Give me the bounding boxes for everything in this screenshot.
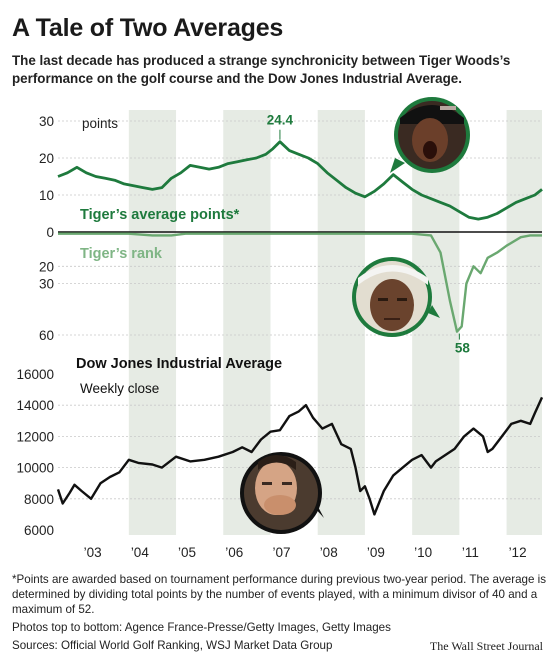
points-panel: points 30 20 10 0 Tiger’s average points* 2… (39, 113, 543, 240)
x-tick-label: ’11 (462, 545, 479, 560)
x-tick-label: ’06 (225, 545, 243, 560)
points-y-ticks: 30 20 10 0 (39, 114, 54, 240)
rank-peak-label: 58 (455, 341, 471, 356)
points-y-tick: 30 (39, 114, 54, 129)
dow-y-tick: 14000 (16, 398, 54, 413)
worried-trader-photo-icon (240, 452, 324, 534)
x-tick-label: ’10 (414, 545, 432, 560)
publisher-brand: The Wall Street Journal (429, 639, 543, 653)
points-y-tick: 0 (46, 225, 54, 240)
dow-y-tick: 10000 (16, 461, 54, 476)
dow-series-line (56, 396, 544, 516)
year-band-2012 (506, 110, 542, 535)
year-band-2008 (317, 110, 365, 535)
dow-y-tick: 6000 (24, 523, 54, 538)
x-tick-label: ’05 (178, 545, 196, 560)
page-title: A Tale of Two Averages (12, 14, 284, 42)
points-peak-label: 24.4 (267, 113, 294, 128)
tiger-woods-shouting-photo-icon (390, 97, 470, 173)
combined-chart: points 30 20 10 0 Tiger’s average points* 2… (16, 97, 544, 560)
rank-panel: 20 30 60 Tiger’s rank 58 (39, 232, 542, 356)
x-axis-tick-labels: ’03 ’04 ’05 ’06 ’07 ’08 ’09 ’10 ’11 ’12 (84, 545, 527, 560)
photo-credits: Photos top to bottom: Agence France-Pres… (12, 621, 391, 634)
x-tick-label: ’07 (272, 545, 290, 560)
dow-series-title: Dow Jones Industrial Average (76, 356, 282, 372)
dow-y-tick: 8000 (24, 492, 54, 507)
footnote: *Points are awarded based on tournament … (12, 573, 547, 616)
dow-panel: Dow Jones Industrial Average Weekly clos… (16, 356, 544, 560)
rank-y-tick: 30 (39, 277, 54, 292)
rank-y-ticks: 20 30 60 (39, 259, 54, 343)
x-tick-label: ’03 (84, 545, 102, 560)
rank-y-tick: 20 (39, 259, 54, 274)
rank-series-title: Tiger’s rank (80, 246, 163, 262)
sources-line: Sources: Official World Golf Ranking, WS… (12, 639, 333, 652)
dow-series-subtitle: Weekly close (80, 381, 159, 396)
page-subtitle: The last decade has produced a strange s… (12, 53, 511, 86)
rank-y-tick: 60 (39, 328, 54, 343)
tiger-woods-portrait-photo-icon (352, 257, 440, 337)
points-peak-annotation: 24.4 (267, 113, 294, 140)
year-bands (128, 110, 542, 535)
x-tick-label: ’04 (131, 545, 150, 560)
x-tick-label: ’12 (509, 545, 527, 560)
points-y-tick: 10 (39, 188, 54, 203)
dow-y-tick: 12000 (16, 429, 54, 444)
x-tick-label: ’08 (320, 545, 338, 560)
year-band-2004 (128, 110, 177, 535)
points-series-title: Tiger’s average points* (80, 207, 240, 223)
x-tick-label: ’09 (367, 545, 385, 560)
dow-y-ticks: 16000 14000 12000 10000 8000 6000 (16, 367, 54, 538)
points-series-line (57, 140, 543, 221)
points-y-tick: 20 (39, 151, 54, 166)
grid-lines (58, 120, 542, 500)
rank-series-line (58, 232, 542, 333)
rank-peak-annotation: 58 (455, 333, 471, 356)
points-unit-label: points (82, 116, 118, 131)
dow-y-tick: 16000 (16, 367, 54, 382)
